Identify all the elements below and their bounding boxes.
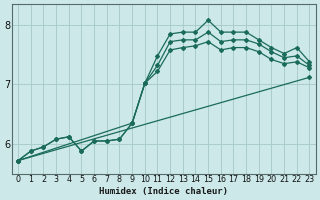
X-axis label: Humidex (Indice chaleur): Humidex (Indice chaleur) [99, 187, 228, 196]
